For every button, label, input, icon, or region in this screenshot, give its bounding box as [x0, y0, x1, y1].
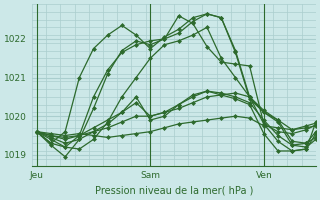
X-axis label: Pression niveau de la mer( hPa ): Pression niveau de la mer( hPa ) — [95, 186, 253, 196]
